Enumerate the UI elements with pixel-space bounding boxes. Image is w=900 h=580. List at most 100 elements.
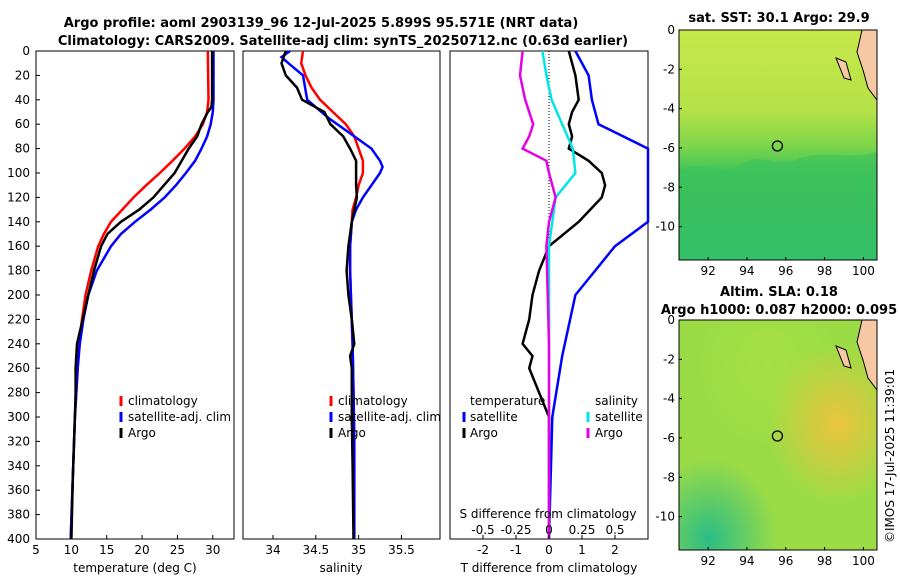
x-tick-label: 25 <box>170 543 185 557</box>
sst-map-title: sat. SST: 30.1 Argo: 29.9 <box>688 11 869 26</box>
map-y-tick-label: -6 <box>663 431 675 445</box>
map-y-tick-label: -2 <box>663 352 675 366</box>
s-difference-xlabel: S difference from climatology <box>460 507 637 521</box>
map-x-tick-label: 100 <box>852 264 875 278</box>
salinity-legend: climatology satellite-adj. clim Argo <box>329 394 441 440</box>
depth-tick-label: 180 <box>7 264 30 278</box>
x-tick-label: 1 <box>578 543 586 557</box>
map-x-tick-label: 92 <box>700 264 715 278</box>
x-tick-label: 34.5 <box>302 543 329 557</box>
s-difference-x-ticks: -0.5 -0.25 0 0.25 0.5 <box>471 523 624 537</box>
map-y-tick-label: -10 <box>655 220 675 234</box>
map-x-tick-label: 100 <box>852 554 875 568</box>
map-y-tick-label: -6 <box>663 141 675 155</box>
depth-tick-label: 260 <box>7 361 30 375</box>
salinity-x-ticks: 34 34.5 35 35.5 <box>265 535 415 557</box>
depth-tick-label: 60 <box>15 117 30 131</box>
sst-map-panel: sat. SST: 30.1 Argo: 29.9 92 94 96 98 100 0 -… <box>655 11 878 278</box>
x-tick-label: 5 <box>32 543 40 557</box>
x-tick-label: -2 <box>477 543 489 557</box>
legend-label-climatology-2: climatology <box>338 394 408 408</box>
sla-map-subtitle: Argo h1000: 0.087 h2000: 0.095 <box>661 303 897 318</box>
sst-warm-pool-patch <box>679 152 877 260</box>
legend-header-salinity: salinity <box>595 394 638 408</box>
depth-ticks: 0 20 40 60 80 100 120 140 160 180 200 220 240 260 280 3… <box>7 44 454 546</box>
depth-tick-label: 80 <box>15 142 30 156</box>
map-y-tick-label: 0 <box>667 23 675 37</box>
map-y-tick-label: -10 <box>655 510 675 524</box>
legend-label-t-argo: Argo <box>470 426 498 440</box>
depth-tick-label: 300 <box>7 410 30 424</box>
depth-tick-label: 0 <box>22 44 30 58</box>
figure-title-line2: Climatology: CARS2009. Satellite-adj cli… <box>58 34 628 49</box>
x-tick-label: 10 <box>64 543 79 557</box>
sla-map-title: Altim. SLA: 0.18 <box>720 285 838 300</box>
depth-tick-label: 200 <box>7 288 30 302</box>
sst-argo-location-marker <box>771 140 784 152</box>
legend-header-temperature: temperature <box>470 394 545 408</box>
t-difference-xlabel: T difference from climatology <box>460 561 638 575</box>
depth-tick-label: 280 <box>7 386 30 400</box>
diff-series-line-3 <box>518 50 557 539</box>
sst-map-x-ticks: 92 94 96 98 100 <box>700 257 875 278</box>
map-x-tick-label: 94 <box>739 264 754 278</box>
depth-tick-label: 120 <box>7 190 30 204</box>
series-line-0-2 <box>70 51 214 540</box>
depth-tick-label: 160 <box>7 239 30 253</box>
depth-tick-label: 320 <box>7 434 30 448</box>
salinity-series-group <box>279 49 384 540</box>
series-line-1-1 <box>279 49 384 539</box>
map-x-tick-label: 96 <box>778 554 793 568</box>
x-tick-label: 2 <box>611 543 619 557</box>
depth-tick-label: 380 <box>7 508 30 522</box>
map-y-tick-label: -8 <box>663 180 675 194</box>
s-tick-label: -0.5 <box>471 523 494 537</box>
figure-title-line1: Argo profile: aoml 2903139_96 12-Jul-202… <box>64 16 579 31</box>
temperature-legend: climatology satellite-adj. clim Argo <box>119 394 231 440</box>
temperature-panel: 5 10 15 20 25 30 temperature (deg C) climatol… <box>32 50 235 575</box>
sla-map-frame <box>678 319 878 551</box>
salinity-panel: 34 34.5 35 35.5 salinity climatology satell… <box>242 49 441 575</box>
temperature-axes-box <box>35 50 235 540</box>
x-tick-label: 20 <box>134 543 149 557</box>
s-tick-label: 0.25 <box>569 523 596 537</box>
map-y-tick-label: -2 <box>663 62 675 76</box>
map-y-tick-label: -8 <box>663 470 675 484</box>
sla-map-panel: Altim. SLA: 0.18 Argo h1000: 0.087 h2000… <box>655 285 897 568</box>
diff-series-line-1 <box>521 50 607 539</box>
sst-map-y-ticks: 0 -2 -4 -6 -8 -10 <box>655 23 682 234</box>
imos-credit: ©IMOS 17-Jul-2025 11:39:01 <box>883 369 897 543</box>
legend-label-s-satellite: satellite <box>595 410 643 424</box>
sla-argo-location-marker <box>771 430 784 442</box>
sst-map-frame <box>678 29 878 261</box>
legend-label-climatology: climatology <box>128 394 198 408</box>
depth-tick-label: 100 <box>7 166 30 180</box>
map-x-tick-label: 94 <box>739 554 754 568</box>
temperature-series-group <box>69 50 215 540</box>
map-y-tick-label: -4 <box>663 392 675 406</box>
depth-tick-label: 340 <box>7 459 30 473</box>
map-x-tick-label: 98 <box>817 554 832 568</box>
x-tick-label: 0 <box>545 543 553 557</box>
legend-label-s-argo: Argo <box>595 426 623 440</box>
sst-land-island <box>835 57 852 81</box>
series-line-1-2 <box>280 50 359 540</box>
depth-tick-label: 20 <box>15 68 30 82</box>
difference-panel: -2 -1 0 1 2 -0.5 -0.25 0 0.25 0.5 S difference f… <box>449 50 650 575</box>
legend-label-satellite-2: satellite-adj. clim <box>338 410 441 424</box>
map-x-tick-label: 98 <box>817 264 832 278</box>
sla-land-island <box>835 345 852 369</box>
difference-series-group <box>518 50 650 540</box>
sla-map-y-ticks: 0 -2 -4 -6 -8 -10 <box>655 313 682 524</box>
map-x-tick-label: 92 <box>700 554 715 568</box>
sla-map-x-ticks: 92 94 96 98 100 <box>700 547 875 568</box>
s-tick-label: 0.5 <box>605 523 624 537</box>
map-y-tick-label: -4 <box>663 102 675 116</box>
temperature-xlabel: temperature (deg C) <box>73 561 196 575</box>
x-tick-label: 30 <box>205 543 220 557</box>
x-tick-label: 35 <box>351 543 366 557</box>
temperature-x-ticks: 5 10 15 20 25 30 <box>32 535 220 557</box>
legend-label-argo: Argo <box>128 426 156 440</box>
depth-tick-label: 240 <box>7 337 30 351</box>
